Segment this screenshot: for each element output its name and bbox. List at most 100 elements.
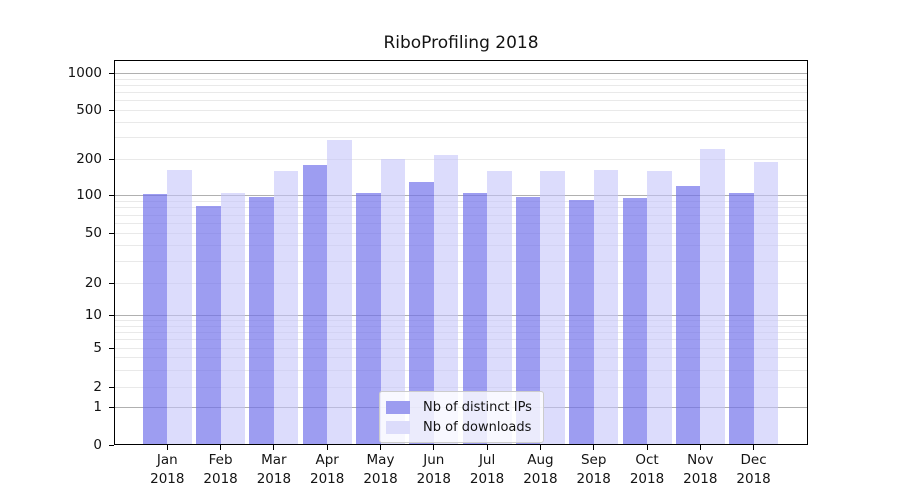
y-axis-tick-label: 1 bbox=[93, 399, 102, 415]
x-axis-tick-label: Mar 2018 bbox=[242, 451, 306, 489]
x-label-year: 2018 bbox=[310, 471, 345, 487]
x-axis-tick-label: Sep 2018 bbox=[562, 451, 626, 489]
x-label-year: 2018 bbox=[576, 471, 611, 487]
legend-label-distinct-ips: Nb of distinct IPs bbox=[423, 399, 532, 415]
x-label-month: Nov bbox=[687, 452, 714, 468]
x-axis-tick bbox=[220, 445, 222, 450]
x-label-month: Sep bbox=[580, 452, 607, 468]
y-axis-tick bbox=[109, 109, 114, 111]
gridline-minor bbox=[114, 137, 808, 139]
gridline-minor bbox=[114, 110, 808, 111]
x-axis-tick bbox=[380, 445, 381, 450]
bar-downloads-oct bbox=[647, 170, 672, 445]
bar-distinct-ips-sep bbox=[569, 200, 594, 445]
bar-distinct-ips-nov bbox=[675, 185, 701, 445]
x-axis-tick-label: Aug 2018 bbox=[508, 451, 572, 489]
gridline-minor bbox=[114, 348, 808, 349]
y-axis-tick bbox=[109, 406, 114, 408]
bar-distinct-ips-mar bbox=[249, 196, 274, 445]
gridline-minor bbox=[114, 357, 808, 359]
legend-label-downloads: Nb of downloads bbox=[423, 419, 532, 435]
gridline-minor bbox=[114, 121, 808, 123]
y-axis-tick bbox=[109, 232, 114, 234]
bar-downloads-jan bbox=[167, 169, 192, 445]
gridline-minor bbox=[114, 207, 808, 209]
bar-downloads-dec bbox=[753, 162, 779, 445]
legend-row-distinct-ips: Nb of distinct IPs bbox=[386, 397, 535, 417]
chart-title: RiboProfiling 2018 bbox=[383, 33, 539, 53]
bar-distinct-ips-feb bbox=[196, 205, 221, 445]
gridline-minor bbox=[114, 387, 808, 388]
gridline-minor bbox=[114, 159, 808, 160]
legend-swatch-distinct-ips bbox=[386, 400, 410, 414]
y-axis-tick-label: 50 bbox=[84, 225, 102, 241]
gridline-minor bbox=[114, 200, 808, 202]
y-axis-tick bbox=[109, 386, 114, 388]
x-axis-tick bbox=[753, 445, 755, 450]
gridline-minor bbox=[114, 369, 808, 371]
bar-distinct-ips-may bbox=[356, 192, 381, 445]
y-axis-tick bbox=[109, 158, 114, 160]
x-axis-tick-label: Oct 2018 bbox=[615, 451, 679, 489]
gridline-minor bbox=[114, 339, 808, 341]
x-label-month: Dec bbox=[740, 452, 767, 468]
bar-distinct-ips-jan bbox=[142, 194, 168, 445]
x-label-year: 2018 bbox=[256, 471, 292, 487]
y-axis-tick bbox=[109, 314, 114, 316]
x-axis-tick bbox=[539, 445, 541, 450]
bar-downloads-nov bbox=[700, 148, 725, 445]
gridline-minor bbox=[114, 92, 808, 94]
y-axis-tick-label: 0 bbox=[93, 437, 102, 453]
y-axis-tick-label: 5 bbox=[93, 340, 102, 356]
y-axis-tick-label: 100 bbox=[76, 187, 102, 203]
gridline-minor bbox=[114, 320, 808, 322]
gridline-major bbox=[114, 195, 808, 196]
x-label-month: Jul bbox=[478, 452, 496, 468]
x-axis-tick-label: Dec 2018 bbox=[722, 451, 786, 489]
legend-swatch-downloads bbox=[386, 420, 410, 434]
y-axis-tick bbox=[109, 194, 114, 196]
x-label-year: 2018 bbox=[150, 471, 185, 487]
y-axis-tick bbox=[109, 347, 114, 349]
x-label-month: Mar bbox=[261, 452, 287, 468]
gridline-minor bbox=[114, 260, 808, 262]
y-axis-tick bbox=[109, 282, 114, 284]
x-label-month: May bbox=[366, 452, 395, 468]
x-label-month: Aug bbox=[527, 452, 554, 468]
legend-row-downloads: Nb of downloads bbox=[386, 417, 535, 437]
x-label-year: 2018 bbox=[683, 471, 718, 487]
y-axis-tick-label: 500 bbox=[76, 102, 102, 118]
gridline-minor bbox=[114, 233, 808, 234]
gridline-minor bbox=[114, 283, 808, 284]
bar-downloads-aug bbox=[540, 171, 565, 445]
gridline-minor bbox=[114, 325, 808, 327]
y-axis-tick bbox=[109, 72, 114, 74]
gridline-minor bbox=[114, 84, 808, 86]
bar-distinct-ips-oct bbox=[622, 198, 647, 445]
bar-distinct-ips-dec bbox=[729, 193, 754, 445]
x-label-month: Oct bbox=[635, 452, 659, 468]
x-label-year: 2018 bbox=[736, 471, 771, 487]
gridline-minor bbox=[114, 214, 808, 216]
x-label-year: 2018 bbox=[203, 471, 238, 487]
x-label-year: 2018 bbox=[523, 471, 558, 487]
y-axis-tick-label: 20 bbox=[84, 275, 102, 291]
x-axis-tick bbox=[166, 445, 168, 450]
x-label-month: Jan bbox=[156, 452, 178, 468]
x-label-year: 2018 bbox=[469, 471, 505, 487]
bar-downloads-sep bbox=[593, 169, 619, 445]
x-label-year: 2018 bbox=[416, 471, 451, 487]
bar-distinct-ips-apr bbox=[302, 165, 328, 445]
x-label-year: 2018 bbox=[629, 471, 665, 487]
y-axis-tick-label: 2 bbox=[93, 379, 102, 395]
y-axis-tick-label: 1000 bbox=[67, 65, 102, 81]
y-axis-tick-label: 200 bbox=[76, 151, 102, 167]
y-axis-tick-label: 10 bbox=[84, 307, 102, 323]
x-axis-tick bbox=[593, 445, 595, 450]
y-axis-tick bbox=[109, 444, 114, 446]
x-axis-tick-label: Feb 2018 bbox=[189, 451, 253, 489]
x-axis-tick bbox=[699, 445, 701, 450]
x-axis-tick bbox=[486, 445, 488, 450]
bar-downloads-mar bbox=[273, 170, 299, 445]
